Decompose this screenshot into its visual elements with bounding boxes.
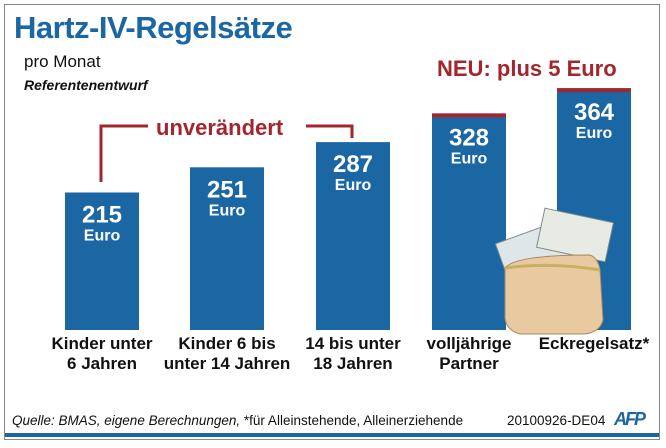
category-label: Eckregelsatz* [538, 334, 650, 353]
bar [65, 192, 139, 330]
increase-marker [557, 88, 631, 93]
annotation-unchanged: unverändert [156, 115, 284, 140]
unit-label: Euro [84, 228, 121, 245]
category-label: 14 bis unter 18 Jahren [305, 334, 401, 373]
unit-label: Euro [451, 150, 488, 167]
afp-logo: AFP [614, 409, 646, 429]
bar [316, 142, 390, 330]
unit-label: Euro [576, 125, 613, 142]
chart-subtitle: pro Monat [24, 52, 101, 71]
source-note: Quelle: BMAS, eigene Berechnungen, *für … [12, 413, 464, 428]
unchanged-bracket-right [306, 124, 354, 138]
bar [190, 167, 264, 330]
value-label: 287 [333, 151, 373, 178]
category-label: Kinder unter 6 Jahren [51, 334, 153, 373]
chart-frame [4, 4, 660, 440]
value-label: 364 [574, 99, 615, 126]
unit-label: Euro [335, 177, 372, 194]
category-label: volljährige Partner [426, 334, 512, 373]
category-label: Kinder 6 bis unter 14 Jahren [163, 334, 291, 373]
chart-title: Hartz-IV-Regelsätze [14, 10, 293, 45]
value-label: 215 [82, 202, 122, 229]
chart-note: Referentenentwurf [24, 77, 148, 93]
footer-rule [5, 433, 659, 437]
graphic-code: 20100926-DE04 [507, 413, 606, 428]
unit-label: Euro [209, 202, 246, 219]
increase-marker [432, 113, 506, 118]
annotation-new: NEU: plus 5 Euro [437, 56, 617, 81]
value-label: 251 [207, 176, 247, 203]
unchanged-bracket [99, 124, 148, 182]
wallet-illustration [494, 207, 614, 335]
bar [432, 113, 506, 331]
value-label: 328 [449, 124, 489, 151]
